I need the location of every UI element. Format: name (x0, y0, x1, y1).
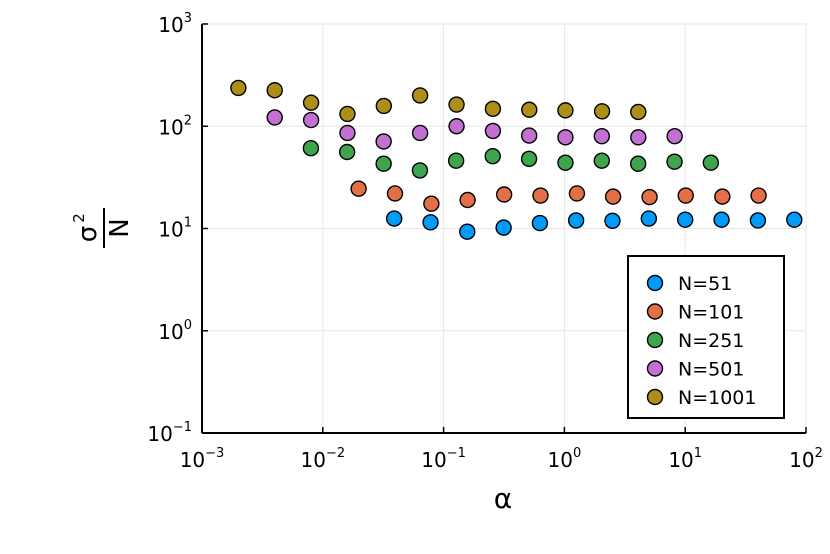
data-point (339, 105, 356, 123)
data-point (568, 185, 586, 202)
y-tick-label: 102 (158, 113, 192, 139)
data-point (532, 187, 549, 204)
legend-marker (646, 388, 664, 406)
data-point (266, 82, 283, 99)
series-N=51 (386, 210, 803, 240)
data-point (230, 79, 247, 97)
y-tick-label: 103 (158, 11, 192, 37)
data-point (557, 154, 574, 171)
data-point (448, 96, 465, 113)
data-point (459, 223, 476, 240)
data-point (640, 210, 658, 227)
data-point (302, 111, 320, 129)
x-tick-label: 10−3 (180, 446, 225, 472)
axes (201, 23, 807, 434)
data-point (302, 140, 320, 157)
data-point (411, 124, 429, 142)
legend-label: N=251 (678, 330, 744, 352)
data-point (338, 143, 356, 161)
data-point (302, 94, 320, 111)
data-point (386, 185, 404, 202)
legend-label: N=51 (678, 273, 732, 295)
data-point (339, 124, 356, 142)
data-point (629, 155, 647, 172)
data-point (714, 188, 731, 205)
data-point (520, 150, 538, 168)
data-point (749, 212, 767, 229)
legend-marker (646, 331, 664, 349)
data-point (666, 153, 683, 170)
data-point (495, 186, 513, 203)
y-axis-label: σ 2 N (70, 208, 135, 248)
data-point (593, 103, 611, 120)
data-point (495, 219, 512, 236)
y-axis-label-denominator: N (105, 218, 135, 237)
data-point (266, 109, 283, 126)
x-tick-label: 102 (789, 446, 823, 472)
y-axis-label-superscript: 2 (70, 213, 88, 223)
data-point (604, 188, 622, 205)
data-points (230, 79, 803, 240)
data-point (641, 188, 658, 206)
data-point (630, 129, 647, 146)
data-point (702, 154, 720, 171)
data-point (520, 127, 538, 144)
x-tick-label: 101 (668, 446, 702, 472)
data-point (484, 147, 501, 165)
legend-label: N=1001 (678, 387, 757, 409)
data-point (557, 102, 574, 119)
data-point (630, 103, 647, 121)
data-point (604, 212, 621, 229)
data-point (411, 87, 429, 104)
legend-marker (646, 274, 664, 292)
data-point (375, 133, 392, 150)
x-tick-label: 100 (548, 446, 582, 472)
data-point (375, 97, 393, 115)
y-tick-label: 10−1 (147, 420, 192, 446)
data-point (593, 152, 611, 169)
y-axis-label-numerator: σ (73, 226, 103, 242)
data-point (459, 191, 476, 209)
data-point (567, 212, 585, 229)
data-point (713, 211, 730, 228)
data-point (484, 100, 502, 118)
data-point (350, 180, 367, 197)
legend-marker (646, 303, 664, 320)
x-tick-label: 10−2 (300, 446, 345, 472)
data-point (666, 127, 683, 145)
series-N=251 (302, 140, 720, 179)
data-point (531, 214, 549, 232)
data-point (677, 187, 694, 204)
legend-marker (646, 360, 664, 377)
data-point (447, 152, 465, 169)
data-point (786, 211, 803, 228)
data-point (750, 187, 767, 204)
x-axis-label: α (494, 482, 512, 515)
data-point (484, 122, 502, 140)
data-point (422, 214, 439, 231)
legend: N=51 N=101 N=251 N=501 N=1001 (627, 255, 785, 419)
data-point (423, 195, 440, 212)
legend-label: N=501 (678, 359, 744, 381)
data-point (375, 155, 392, 172)
data-point (448, 118, 465, 135)
data-point (557, 129, 574, 146)
legend-label: N=101 (678, 302, 744, 324)
series-N=1001 (230, 79, 647, 123)
tick-labels: 10−3 10−2 10−1 100 101 102 10−1 100 101 102 103 (147, 11, 822, 472)
data-point (593, 127, 611, 145)
data-point (677, 211, 694, 228)
y-tick-label: 100 (158, 318, 192, 344)
x-tick-label: 10−1 (421, 446, 466, 472)
data-point (521, 101, 538, 118)
series-N=101 (350, 180, 767, 212)
y-tick-label: 101 (158, 216, 192, 242)
data-point (386, 210, 403, 227)
series-N=501 (266, 109, 683, 150)
data-point (411, 162, 429, 179)
